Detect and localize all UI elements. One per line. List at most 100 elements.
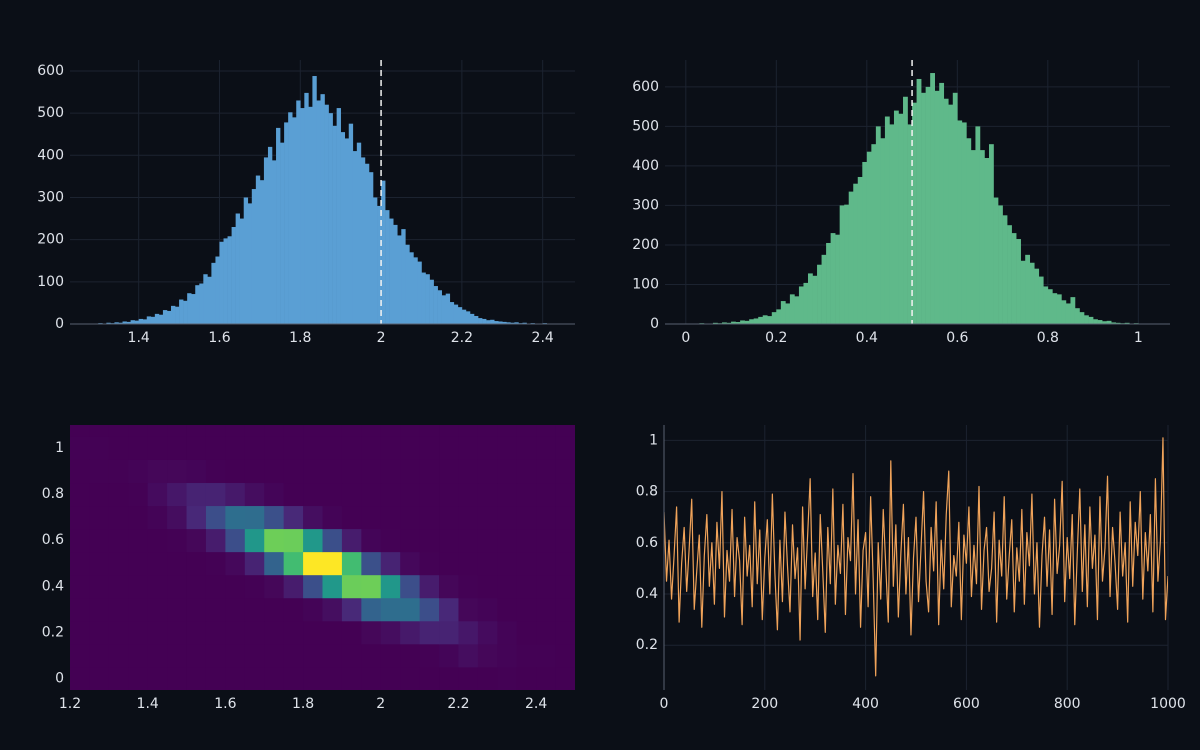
heat-cell (225, 505, 246, 530)
heat-cell (89, 459, 110, 484)
bar (449, 302, 455, 324)
heat-cell (516, 482, 537, 507)
bar (215, 256, 220, 324)
heat-cell (322, 620, 343, 645)
heat-cell (89, 436, 110, 460)
bar (1106, 320, 1112, 324)
bar (288, 112, 293, 324)
heat-cell (497, 620, 518, 645)
heat-cell (555, 459, 575, 484)
x-tick-label: 600 (953, 696, 980, 712)
heat-cell (70, 425, 90, 437)
bar (803, 282, 809, 324)
heat-cell (108, 528, 129, 553)
heat-cell (70, 597, 90, 622)
bar (162, 310, 168, 324)
heat-cell (303, 551, 323, 576)
bar (397, 235, 402, 324)
heat-cell (303, 459, 323, 484)
bar (352, 151, 358, 324)
bar (308, 106, 313, 324)
heat-cell (419, 666, 440, 690)
bar (385, 210, 390, 324)
heat-cell (186, 597, 207, 622)
heat-cell (497, 436, 518, 460)
bar (930, 73, 935, 324)
heat-cell (536, 643, 556, 668)
heat-cell (477, 666, 498, 690)
heat-cell (186, 528, 207, 553)
bar (952, 92, 958, 324)
plot-area (664, 437, 1168, 677)
x-tick-label: 0.8 (1037, 330, 1059, 346)
bar (966, 138, 972, 324)
heat-cell (89, 551, 110, 576)
x-tick-label: 1.4 (137, 696, 159, 712)
heat-cell (536, 459, 556, 484)
heat-cell (167, 574, 187, 599)
heat-cell (244, 505, 265, 530)
heat-cell (380, 528, 401, 553)
x-tick-label: 1.2 (59, 696, 81, 712)
x-tick-label: 0 (681, 330, 690, 346)
x-tick-label: 0.6 (946, 330, 968, 346)
heat-cell (244, 482, 265, 507)
bar (1115, 322, 1121, 324)
heat-cell (400, 482, 421, 507)
heat-cell (497, 505, 518, 530)
heat-cell (89, 505, 110, 530)
heat-cell (225, 574, 246, 599)
bar (195, 285, 200, 324)
bar (474, 315, 479, 324)
heat-cell (205, 666, 226, 690)
heat-cell (108, 597, 129, 622)
heat-cell (400, 597, 421, 622)
bar (753, 318, 759, 324)
bar (243, 197, 249, 324)
bar (502, 321, 507, 324)
bar (1074, 308, 1080, 324)
bar (417, 261, 422, 324)
heat-cell (167, 505, 187, 530)
x-tick-label: 1.8 (292, 696, 314, 712)
heat-cell (516, 551, 537, 576)
heat-cell (400, 551, 421, 576)
bar (821, 254, 827, 324)
bar (239, 218, 245, 324)
heat-cell (322, 666, 343, 690)
heat-cell (361, 574, 382, 599)
heat-cell (108, 425, 129, 437)
heat-cell (419, 482, 440, 507)
bar (866, 151, 872, 324)
bar (461, 309, 467, 324)
bar (284, 122, 289, 324)
bar (259, 180, 265, 324)
heat-cell (128, 528, 149, 553)
bar (726, 322, 732, 324)
heat-cell (536, 666, 556, 690)
bar (296, 100, 301, 324)
heat-cell (439, 643, 459, 668)
heat-cell (108, 436, 129, 460)
heat-cell (477, 505, 498, 530)
heat-cell (322, 505, 343, 530)
bar (934, 90, 940, 324)
bar (465, 311, 471, 324)
x-tick-label: 1 (1134, 330, 1143, 346)
plot-area (70, 425, 575, 690)
heat-cell (361, 528, 382, 553)
heat-cell (264, 425, 285, 437)
bar (292, 117, 297, 324)
heat-cell (303, 482, 323, 507)
bar (1124, 322, 1130, 324)
bar (421, 272, 426, 324)
heat-cell (303, 574, 323, 599)
heat-cell (167, 459, 187, 484)
heat-cell (89, 574, 110, 599)
heat-cell (186, 643, 207, 668)
subplot: 0 0.2 0.4 0.6 0.8 1 0 100 200 300 400 500 600 (632, 60, 1170, 346)
bar (880, 138, 886, 324)
heat-cell (244, 643, 265, 668)
heat-cell (380, 574, 401, 599)
heat-cell (283, 574, 304, 599)
